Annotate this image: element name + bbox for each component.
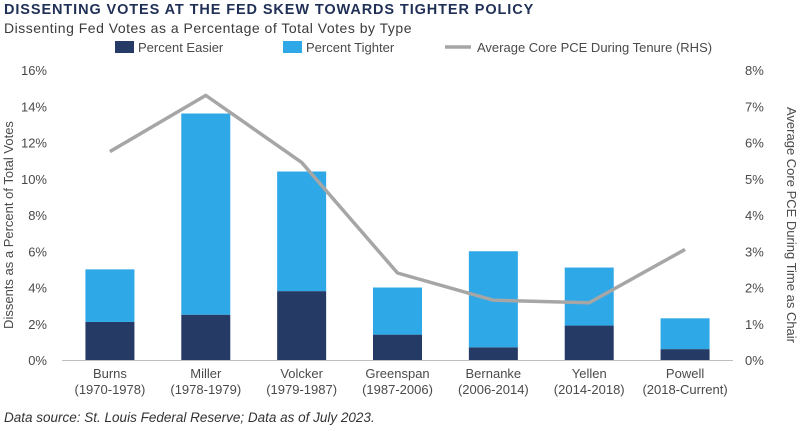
x-tick-label: (1979-1987) [266,382,337,397]
data-source-note: Data source: St. Louis Federal Reserve; … [4,410,375,425]
x-tick-label: (1978-1979) [170,382,241,397]
bar-easier [564,325,614,360]
x-tick-label: Bernanke [466,366,522,381]
y-tick-label-right: 1% [745,317,764,332]
bar-easier [181,314,231,360]
y-tick-label-left: 16% [21,63,47,78]
legend-swatch-easier [115,41,134,53]
bar-easier [468,347,518,360]
bar-tighter [85,269,135,322]
y-tick-label-left: 0% [28,353,47,368]
y-axis-title-right: Average Core PCE During Time as Chair [784,107,799,344]
x-tick-label: Powell [666,366,704,381]
y-tick-label-right: 2% [745,281,764,296]
bar-tighter [373,287,422,335]
x-tick-label: Miller [190,366,222,381]
legend: Percent Easier Percent Tighter Average Cor… [115,40,712,55]
legend-label-pce: Average Core PCE During Tenure (RHS) [477,40,712,55]
x-tick-label: (1970-1978) [75,382,146,397]
bar-easier [660,349,710,360]
pce-line [109,93,686,305]
legend-swatch-tighter [283,41,302,53]
y-tick-label-right: 0% [745,353,764,368]
y-tick-label-left: 6% [28,244,47,259]
x-tick-label: Yellen [572,366,607,381]
x-tick-label: Greenspan [365,366,429,381]
x-tick-label: (2006-2014) [458,382,529,397]
y-tick-label-right: 8% [745,63,764,78]
legend-label-tighter: Percent Tighter [306,40,395,55]
x-tick-label: (2014-2018) [554,382,625,397]
y-tick-label-right: 7% [745,99,764,114]
y-tick-label-right: 3% [745,244,764,259]
bar-tighter [181,113,231,315]
axes: 0% 2% 4% 6% 8% 10% 12% 14% 16% 0% 1% 2% 3% 4% 5% 6% 7% 8%… [1,63,799,397]
y-tick-label-left: 14% [21,99,47,114]
bar-tighter [277,171,327,292]
bar-tighter [564,267,614,326]
chart-subtitle: Dissenting Fed Votes as a Percentage of … [4,20,412,36]
y-tick-label-right: 5% [745,172,764,187]
bar-easier [85,321,135,360]
bar-easier [373,334,422,360]
legend-label-easier: Percent Easier [138,40,224,55]
y-tick-label-left: 12% [21,136,47,151]
y-tick-label-left: 8% [28,208,47,223]
chart-title: DISSENTING VOTES AT THE FED SKEW TOWARDS… [4,2,535,18]
y-tick-label-left: 4% [28,281,47,296]
bar-tighter [660,318,710,350]
x-tick-label: Volcker [280,366,323,381]
bar-easier [277,291,327,360]
bars [85,113,710,360]
y-tick-label-right: 6% [745,136,764,151]
y-tick-label-right: 4% [745,208,764,223]
x-tick-label: (2018-Current) [642,382,727,397]
x-tick-label: (1987-2006) [362,382,433,397]
y-axis-title-left: Dissents as a Percent of Total Votes [1,121,16,329]
y-tick-label-left: 10% [21,172,47,187]
y-tick-label-left: 2% [28,317,47,332]
x-tick-label: Burns [93,366,127,381]
